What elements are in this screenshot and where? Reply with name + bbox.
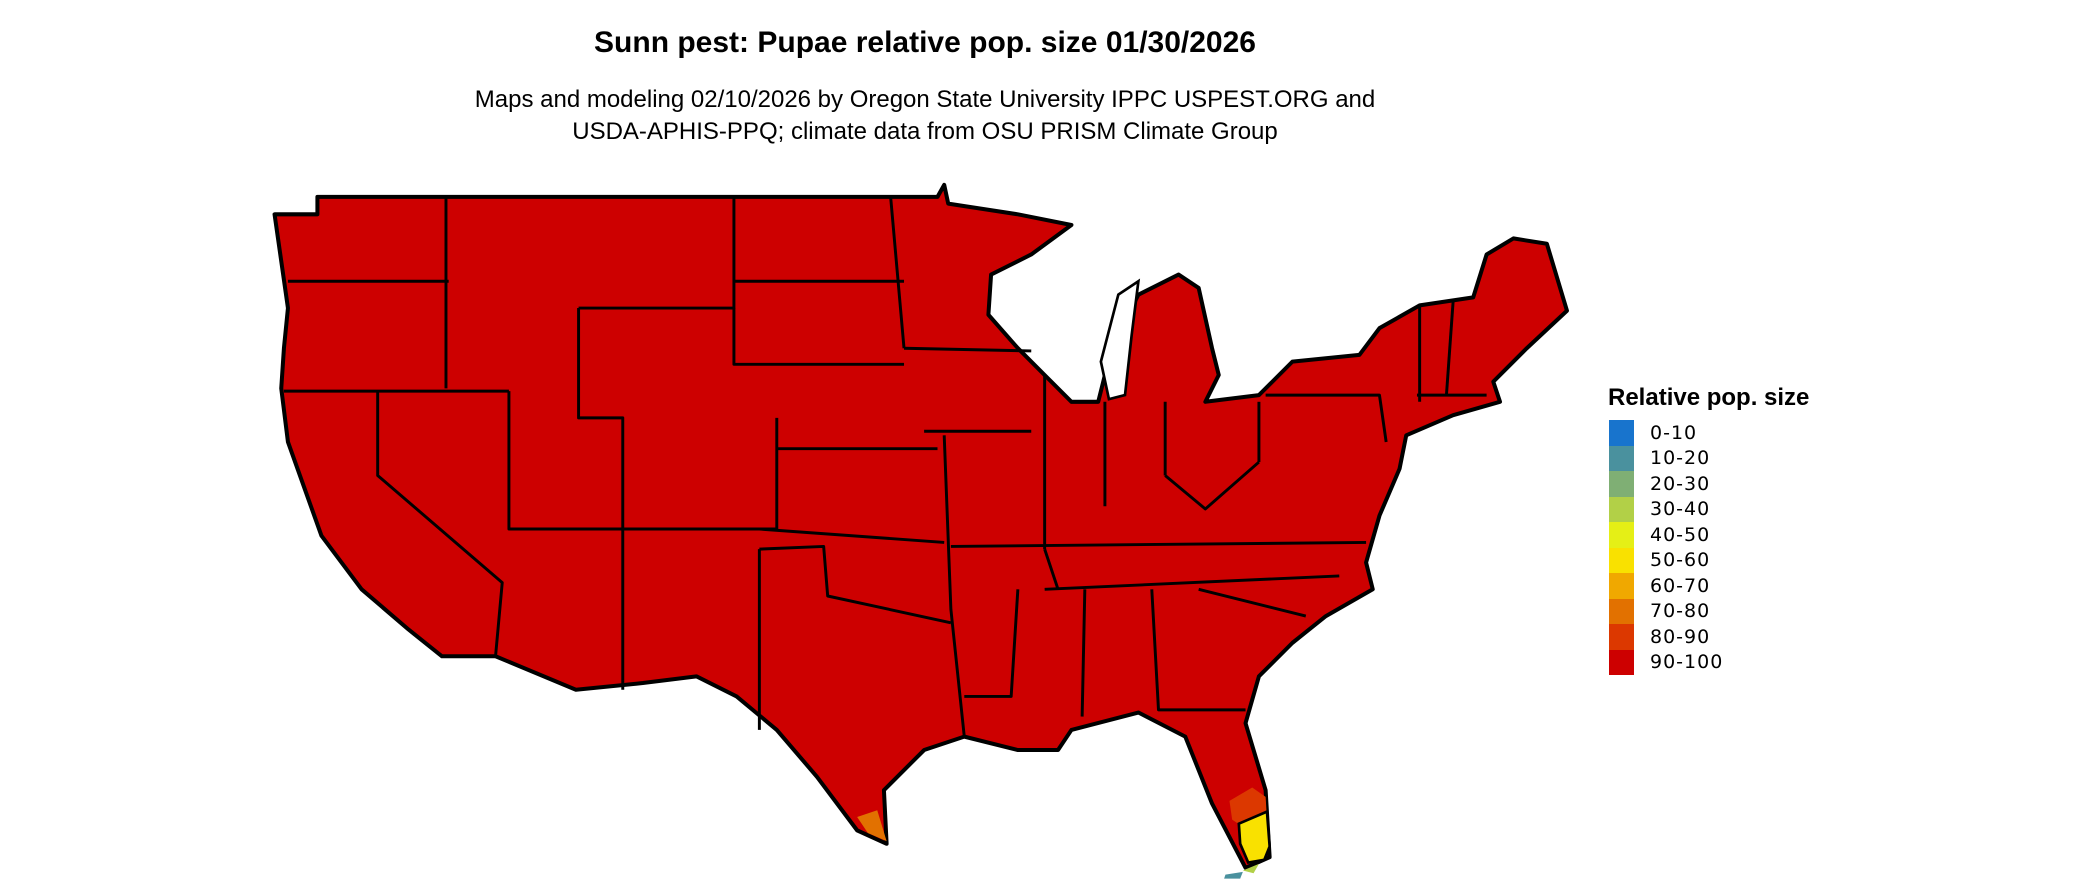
state-border [964, 589, 1020, 698]
legend-label: 60-70 [1650, 574, 1711, 597]
legend-label: 40-50 [1650, 523, 1711, 546]
state-border [950, 540, 1367, 548]
legend-label: 80-90 [1650, 625, 1711, 648]
legend-swatch [1609, 471, 1634, 497]
legend-title: Relative pop. size [1608, 384, 1810, 411]
state-border [759, 527, 945, 544]
state-border [732, 308, 905, 366]
subtitle-line-2: USDA-APHIS-PPQ; climate data from OSU PR… [572, 118, 1278, 145]
legend: Relative pop. size 0-10 10-20 20-30 30-40 40… [1608, 384, 1810, 675]
legend-swatch [1609, 649, 1634, 675]
state-border [507, 391, 623, 531]
subtitle-line-1: Maps and modeling 02/10/2026 by Oregon S… [474, 86, 1376, 113]
legend-item: 40-50 [1609, 522, 1809, 548]
florida-50-60 [1237, 809, 1272, 865]
texas-tip-70-80 [857, 810, 887, 842]
florida-keys-10-20 [1224, 871, 1243, 879]
map-title: Sunn pest: Pupae relative pop. size 01/3… [594, 26, 1256, 59]
legend-item: 20-30 [1609, 471, 1809, 497]
map-subtitle: Maps and modeling 02/10/2026 by Oregon S… [0, 84, 1850, 148]
legend-swatch [1609, 420, 1634, 446]
legend-label: 20-30 [1650, 472, 1711, 495]
state-border [889, 196, 906, 349]
legend-swatch [1609, 624, 1634, 650]
state-border [1080, 589, 1087, 717]
state-border [759, 544, 952, 625]
state-border [1164, 460, 1260, 511]
legend-item: 70-80 [1609, 598, 1809, 624]
legend-label: 30-40 [1650, 498, 1711, 521]
state-border [1444, 301, 1455, 396]
legend-label: 90-100 [1650, 651, 1724, 674]
state-border [1044, 574, 1340, 591]
legend-swatch [1609, 547, 1634, 573]
legend-swatch [1609, 496, 1634, 522]
state-border [376, 391, 504, 657]
legend-swatch [1609, 522, 1634, 548]
legend-item: 10-20 [1609, 445, 1809, 471]
legend-swatch [1609, 573, 1634, 599]
legend-label: 70-80 [1650, 600, 1711, 623]
legend-item: 60-70 [1609, 573, 1809, 599]
legend-item: 50-60 [1609, 547, 1809, 573]
state-border [1265, 393, 1388, 443]
legend-swatch [1609, 445, 1634, 471]
legend-swatch [1609, 598, 1634, 624]
state-border [903, 346, 1032, 353]
state-border [942, 435, 966, 737]
legend-label: 50-60 [1650, 549, 1711, 572]
us-landmass [272, 182, 1569, 870]
legend-label: 10-20 [1650, 447, 1711, 470]
state-border [578, 196, 736, 310]
state-border [1198, 587, 1307, 618]
legend-item: 80-90 [1609, 624, 1809, 650]
legend-item: 30-40 [1609, 496, 1809, 522]
legend-item: 0-10 [1609, 420, 1809, 446]
state-border [1043, 548, 1060, 590]
legend-item: 90-100 [1609, 649, 1809, 675]
state-border [1150, 589, 1246, 712]
legend-label: 0-10 [1650, 421, 1698, 444]
state-border [577, 308, 625, 690]
lake-michigan [1099, 278, 1141, 401]
